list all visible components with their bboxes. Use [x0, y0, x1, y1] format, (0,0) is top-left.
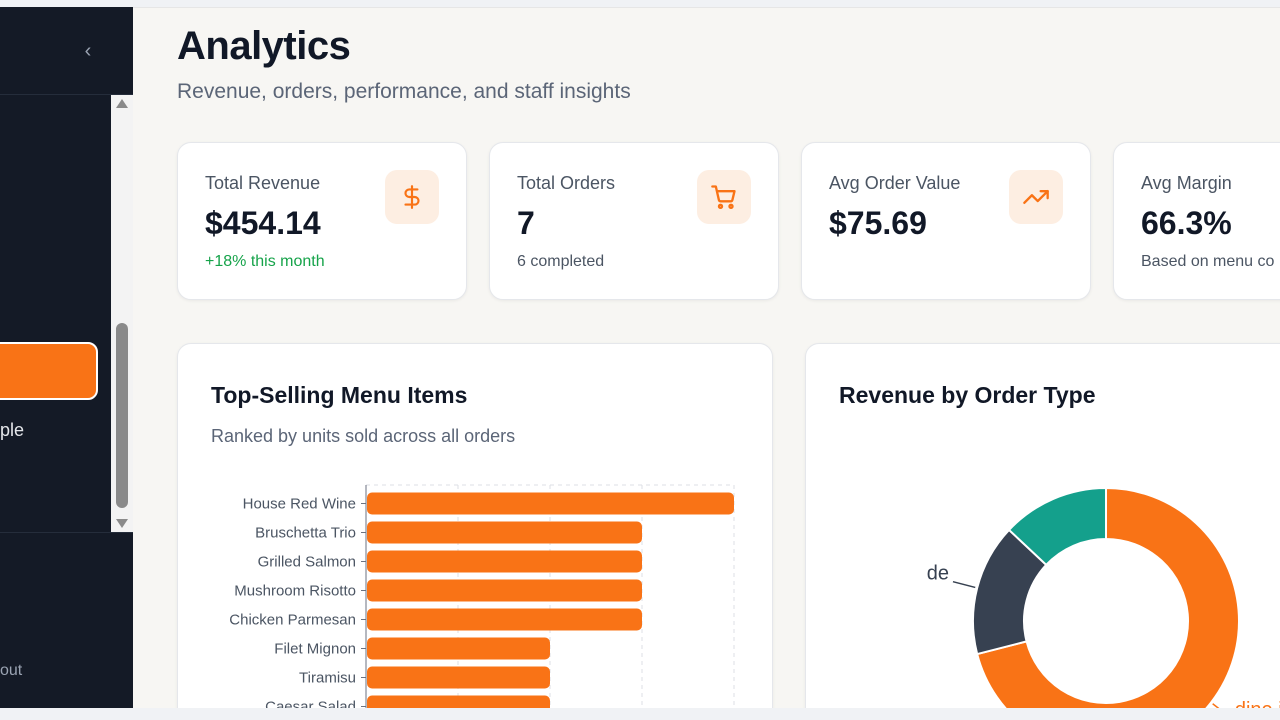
sidebar-scrollbar[interactable]: [111, 95, 133, 532]
bar-category-label: Filet Mignon: [274, 641, 356, 658]
top-selling-bar-chart: House Red Wine Bruschetta Trio Grilled Sal…: [229, 484, 735, 709]
panel-title: Revenue by Order Type: [839, 382, 1096, 408]
panel-subtitle: Ranked by units sold across all orders: [211, 426, 516, 446]
logout-button[interactable]: out: [0, 662, 23, 679]
slice-label: de: [927, 563, 949, 585]
slice-leader-line: [952, 580, 976, 589]
bar[interactable]: [367, 695, 550, 709]
bar-category-label: Bruschetta Trio: [255, 525, 356, 542]
stat-label: Total Revenue: [205, 173, 321, 193]
scroll-thumb[interactable]: [116, 323, 128, 508]
bar-category-label: House Red Wine: [243, 496, 356, 513]
sidebar-nav: ple: [0, 95, 133, 532]
donut-slice[interactable]: [975, 486, 1240, 708]
scroll-down-arrow-icon[interactable]: [116, 519, 128, 528]
cart-icon: [697, 170, 751, 224]
bar-category-label: Grilled Salmon: [258, 554, 356, 571]
order-type-panel: Revenue by Order Type dine in 71% de: [805, 343, 1280, 708]
order-type-donut-chart: dine in 71% de: [927, 486, 1280, 708]
page-title: Analytics: [177, 24, 351, 68]
bar[interactable]: [367, 521, 642, 544]
dollar-icon: [385, 170, 439, 224]
trending-up-icon: [1009, 170, 1063, 224]
bar[interactable]: [367, 550, 642, 573]
stat-card-avg-order-value: Avg Order Value $75.69: [801, 142, 1091, 300]
stat-value: $75.69: [829, 205, 927, 241]
stat-value: 66.3%: [1141, 205, 1232, 241]
bar-category-label: Tiramisu: [299, 670, 356, 687]
stat-card-total-revenue: Total Revenue $454.14 +18% this month: [177, 142, 467, 300]
stat-value: $454.14: [205, 205, 321, 241]
window-bottom-edge: [0, 708, 1280, 720]
sidebar-divider: [0, 94, 133, 95]
stat-label: Avg Margin: [1141, 173, 1232, 193]
bar[interactable]: [367, 608, 642, 631]
chevron-left-icon[interactable]: ‹: [84, 40, 92, 62]
stat-sub: 6 completed: [517, 253, 605, 270]
main-content: Analytics Revenue, orders, performance, …: [133, 7, 1280, 708]
sidebar-divider: [0, 532, 133, 533]
slice-leader-line: [1212, 703, 1220, 708]
bar[interactable]: [367, 579, 642, 602]
scroll-up-arrow-icon[interactable]: [116, 99, 128, 108]
stat-card-avg-margin: Avg Margin 66.3% Based on menu co: [1113, 142, 1280, 300]
bar[interactable]: [367, 637, 550, 660]
stat-value: 7: [517, 205, 535, 241]
donut-slice[interactable]: [1007, 486, 1107, 567]
bar[interactable]: [367, 666, 550, 689]
bar-category-label: Mushroom Risotto: [234, 583, 356, 600]
sidebar-item-label[interactable]: ple: [0, 420, 25, 440]
stat-card-total-orders: Total Orders 7 6 completed: [489, 142, 779, 300]
stat-trend: +18% this month: [205, 253, 325, 270]
top-selling-panel: Top-Selling Menu Items Ranked by units s…: [177, 343, 773, 708]
sidebar: ‹ ple out: [0, 7, 133, 708]
bar-category-label: Caesar Salad: [265, 699, 356, 709]
bar-category-label: Chicken Parmesan: [229, 612, 356, 629]
stat-label: Total Orders: [517, 173, 616, 193]
bar[interactable]: [367, 492, 734, 515]
stat-sub: Based on menu co: [1141, 253, 1275, 270]
sidebar-item-analytics[interactable]: [0, 342, 98, 400]
stat-label: Avg Order Value: [829, 173, 961, 193]
panel-title: Top-Selling Menu Items: [211, 382, 468, 408]
slice-label: dine in 71%: [1235, 699, 1280, 708]
window-top-edge: [0, 0, 1280, 7]
page-subtitle: Revenue, orders, performance, and staff …: [177, 80, 631, 103]
